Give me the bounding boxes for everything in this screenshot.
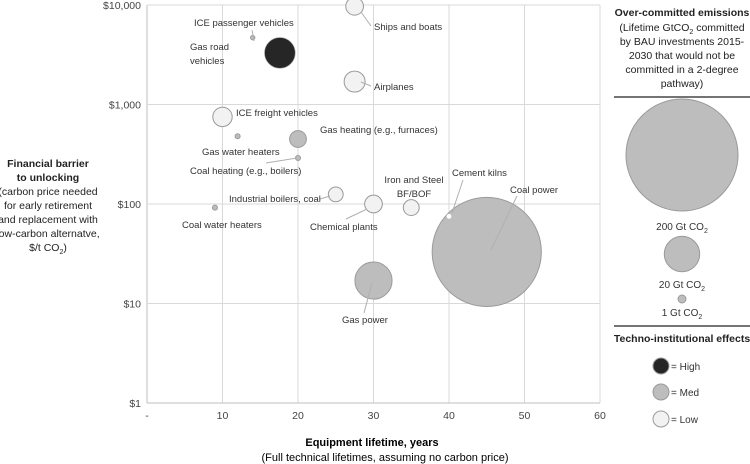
bubble-gas-heating-e-g-furnaces — [289, 130, 307, 148]
callout-line — [345, 208, 368, 220]
x-axis-subtitle: (Full technical lifetimes, assuming no c… — [262, 452, 509, 464]
point-label: Industrial boilers, coal — [229, 194, 321, 205]
axis-labels: Equipment lifetime, years (Full technica… — [262, 437, 509, 464]
point-label: Gas heating (e.g., furnaces) — [320, 125, 438, 136]
legend-size-subtitle-line: 2030 that would not be — [629, 50, 735, 62]
point-label: Gas water heaters — [202, 147, 280, 158]
y-axis-subtitle-line: and replacement with — [0, 214, 98, 226]
bubble-chemical-plants — [364, 194, 383, 214]
y-axis-title: Financial barrier to unlocking (carbon pri… — [0, 158, 100, 256]
legend-size-label: 200 Gt CO2 — [656, 222, 708, 235]
point-label: ICE freight vehicles — [236, 108, 318, 119]
legend-color-swatch — [652, 383, 670, 401]
bubble-iron-and-steel-bf-bof — [402, 199, 420, 217]
bubble-coal-water-heaters — [211, 204, 218, 211]
legend-color-swatch — [652, 357, 670, 375]
legend-size-label: 1 Gt CO2 — [662, 308, 703, 321]
bubble-gas-road-vehicles — [264, 37, 296, 69]
bubble-ships-and-boats — [345, 0, 364, 16]
callout-line — [363, 282, 373, 314]
legend-color-label: = High — [671, 362, 700, 373]
legend-size-subtitle-line: pathway) — [661, 78, 704, 90]
point-label: Airplanes — [374, 82, 414, 93]
point-label: Coal power — [510, 185, 558, 196]
x-tick-label: - — [145, 410, 149, 422]
x-tick-label: 60 — [594, 410, 606, 422]
x-tick-label: 50 — [519, 410, 531, 422]
y-axis-title-line: Financial barrier — [7, 158, 89, 170]
y-axis-title-line: to unlocking — [17, 172, 79, 184]
legend-size-bubble — [677, 294, 687, 304]
point-label: Ships and boats — [374, 22, 442, 33]
bubble-airplanes — [343, 70, 366, 93]
legend-size-subtitle-line: by BAU investments 2015- — [620, 36, 745, 48]
legend-size-subtitle-line: (Lifetime GtCO2 committed — [619, 22, 744, 36]
chart-bubbles — [211, 0, 542, 307]
point-label: Iron and Steel — [384, 175, 443, 186]
y-axis-subtitle-line: $/t CO2) — [29, 242, 67, 256]
y-tick-label: $1 — [129, 398, 141, 410]
callout-line — [360, 11, 372, 27]
point-label: Chemical plants — [310, 222, 378, 233]
legend-size-bubble — [663, 235, 701, 273]
callout-line — [360, 81, 372, 87]
callout-line — [451, 179, 464, 214]
bubble-ice-freight-vehicles — [212, 106, 233, 128]
bubble-cement-kilns-marker — [446, 213, 452, 219]
legend-size-subtitle-line: committed in a 2-degree — [625, 64, 738, 76]
chart-point-labels: ICE passenger vehicles Gas road vehicles Sh… — [182, 18, 558, 326]
chart-callout-lines — [251, 11, 518, 314]
bubble-industrial-boilers-coal — [327, 186, 344, 203]
point-label: Cement kilns — [452, 168, 507, 179]
axis-ticks: - 10 20 30 40 50 60 $1 $10 $100 $1,000 $10,000 — [103, 0, 606, 422]
point-label: ICE passenger vehicles — [194, 18, 294, 29]
x-tick-label: 40 — [443, 410, 455, 422]
y-axis-subtitle-line: for early retirement — [4, 200, 92, 212]
legend-color-title: Techno-institutional effects — [614, 333, 750, 345]
point-label: Coal water heaters — [182, 220, 262, 231]
point-label: vehicles — [190, 56, 225, 67]
legend: Over-committed emissions (Lifetime GtCO2 … — [614, 7, 750, 428]
x-tick-label: 20 — [292, 410, 304, 422]
x-tick-label: 30 — [368, 410, 380, 422]
y-axis-subtitle-line: (carbon price needed — [0, 186, 98, 198]
point-label: BF/BOF — [397, 189, 432, 200]
legend-size-title: Over-committed emissions — [615, 7, 750, 19]
point-label: Gas road — [190, 42, 229, 53]
y-tick-label: $1,000 — [109, 100, 141, 112]
callout-line — [319, 195, 331, 200]
y-tick-label: $100 — [118, 199, 142, 211]
point-label: Coal heating (e.g., boilers) — [190, 166, 301, 177]
callout-line — [265, 157, 298, 164]
callout-line — [251, 29, 255, 42]
x-tick-label: 10 — [217, 410, 229, 422]
legend-color-label: = Low — [671, 415, 699, 426]
bubble-gas-water-heaters — [234, 133, 241, 140]
legend-size-label: 20 Gt CO2 — [659, 280, 705, 293]
callout-line — [490, 195, 518, 251]
bubble-coal-power — [431, 196, 542, 307]
point-label: Gas power — [342, 315, 388, 326]
chart-grid — [146, 4, 601, 404]
y-axis-subtitle-line: low-carbon alternatve, — [0, 228, 100, 240]
y-tick-label: $10,000 — [103, 0, 141, 12]
bubble-gas-power — [354, 261, 393, 300]
legend-color-swatch — [652, 410, 670, 428]
y-tick-label: $10 — [123, 299, 141, 311]
legend-color-label: = Med — [671, 388, 699, 399]
legend-size-bubble — [625, 98, 739, 212]
x-axis-title: Equipment lifetime, years — [305, 437, 438, 449]
